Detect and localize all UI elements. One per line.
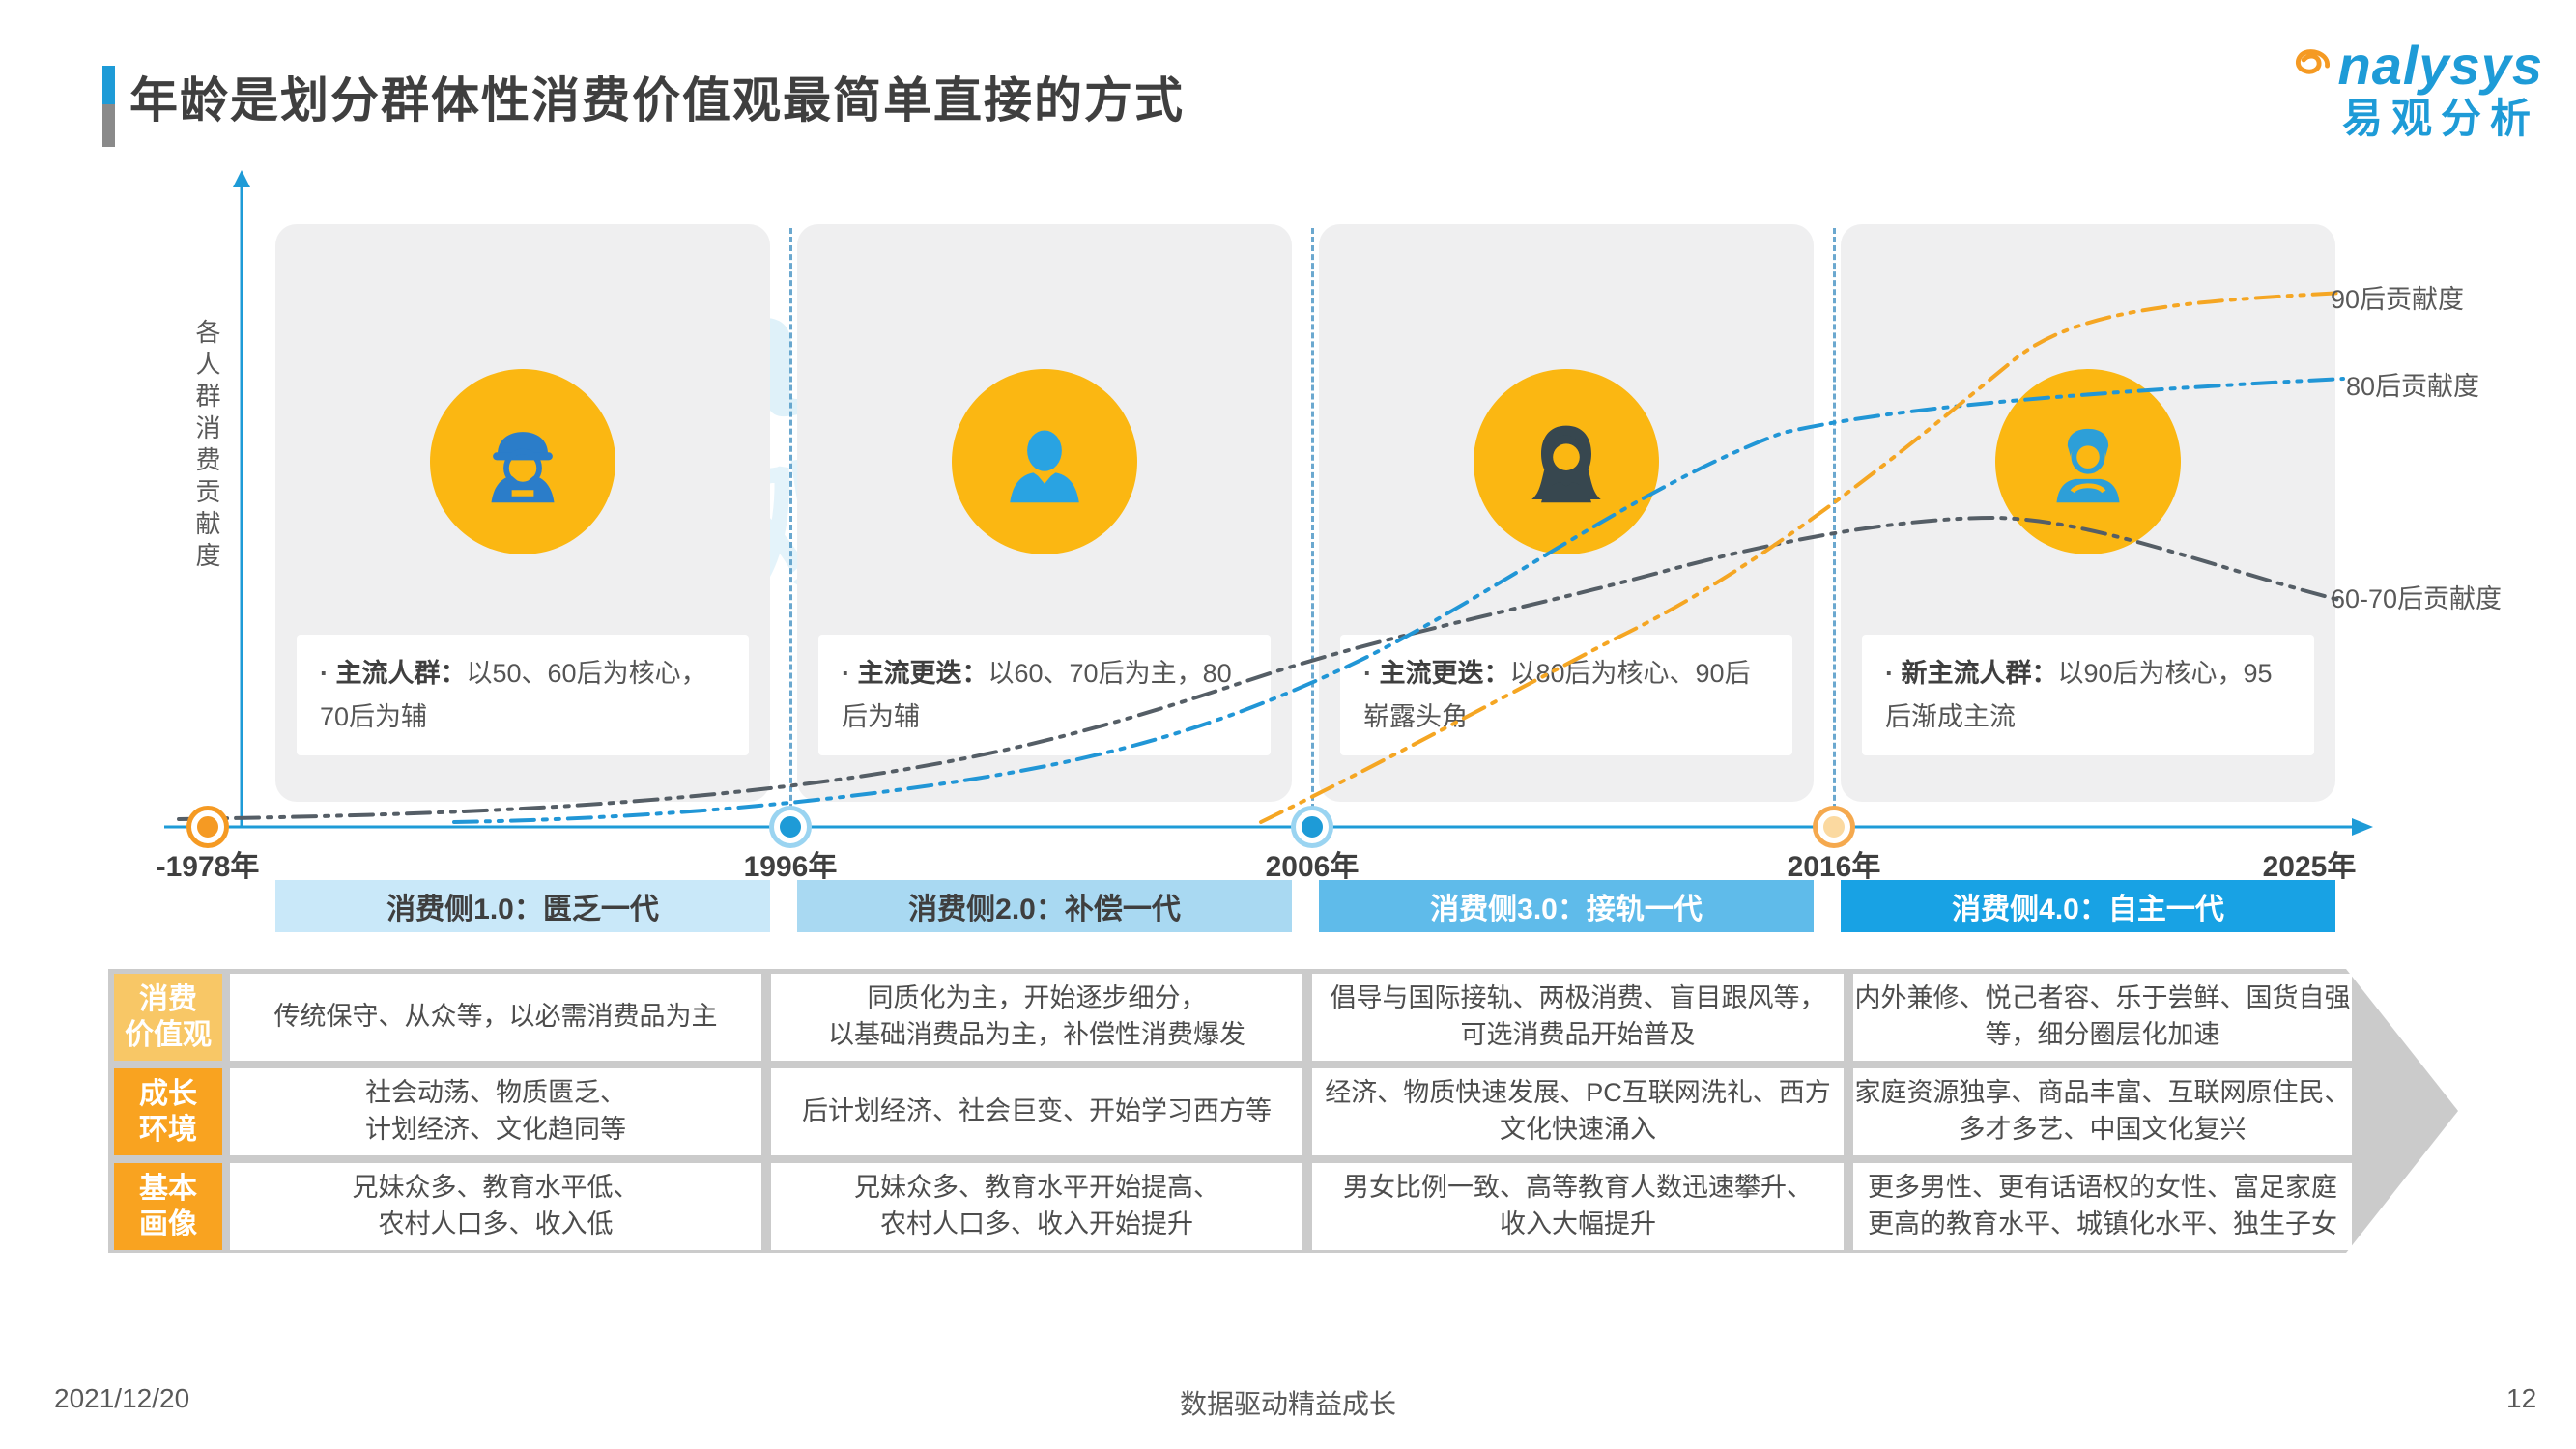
- timeline-dot-1996: [774, 810, 807, 843]
- table-cell-r2c4: 家庭资源独享、商品丰富、互联网原住民、 多才多艺、中国文化复兴: [1853, 1068, 2352, 1155]
- era-panel-3: 主流更迭：以80后为核心、90后崭露头角: [1319, 224, 1814, 802]
- table-cell-r3c2: 兄妹众多、教育水平开始提高、 农村人口多、收入开始提升: [771, 1163, 1302, 1250]
- business-person-icon: [1010, 430, 1079, 503]
- era-card-3-label: 主流更迭：: [1363, 659, 1510, 688]
- year-label-1978: -1978年: [156, 851, 260, 883]
- table-cell-r1c2: 同质化为主，开始逐步细分， 以基础消费品为主，补偿性消费爆发: [771, 974, 1302, 1061]
- band-consumption-4: 消费侧4.0：自主一代: [1841, 880, 2335, 932]
- x-axis-arrowhead: [2352, 818, 2373, 836]
- footer-date: 2021/12/20: [54, 1383, 190, 1413]
- band-consumption-1: 消费侧1.0：匮乏一代: [275, 880, 770, 932]
- era-card-1-label: 主流人群：: [320, 659, 467, 688]
- table-cell-r3c1: 兄妹众多、教育水平低、 农村人口多、收入低: [230, 1163, 761, 1250]
- avatar-circle-3: [1474, 369, 1659, 554]
- era-panel-1: 主流人群：以50、60后为核心，70后为辅: [275, 224, 770, 802]
- avatar-circle-2: [952, 369, 1137, 554]
- row-header-profile: 基本 画像: [114, 1163, 222, 1250]
- band-consumption-2: 消费侧2.0：补偿一代: [797, 880, 1292, 932]
- logo-brand-text: nalysys: [2337, 35, 2543, 96]
- table-cell-r2c1: 社会动荡、物质匮乏、 计划经济、文化趋同等: [230, 1068, 761, 1155]
- construction-worker-icon: [491, 432, 555, 503]
- era-card-3: 主流更迭：以80后为核心、90后崭露头角: [1340, 635, 1792, 756]
- table-cell-r2c3: 经济、物质快速发展、PC互联网洗礼、西方 文化快速涌入: [1312, 1068, 1844, 1155]
- table-cell-r1c4: 内外兼修、悦己者容、乐于尝鲜、国货自强 等，细分圈层化加速: [1853, 974, 2352, 1061]
- era-card-4-label: 新主流人群：: [1885, 659, 2058, 688]
- timeline-dot-2016: [1818, 810, 1850, 843]
- table-cell-r3c3: 男女比例一致、高等教育人数迅速攀升、 收入大幅提升: [1312, 1163, 1844, 1250]
- table-cell-r1c3: 倡导与国际接轨、两极消费、盲目跟风等， 可选消费品开始普及: [1312, 974, 1844, 1061]
- row-header-values: 消费 价值观: [114, 974, 222, 1061]
- era-card-4: 新主流人群：以90后为核心，95后渐成主流: [1862, 635, 2314, 756]
- logo-swirl-a-icon: [2295, 49, 2330, 74]
- timeline-dot-2006: [1296, 810, 1329, 843]
- year-label-2025: 2025年: [2262, 851, 2357, 883]
- era-card-1: 主流人群：以50、60后为核心，70后为辅: [297, 635, 749, 756]
- panel-separator-3: [1833, 228, 1836, 827]
- era-panel-4: 新主流人群：以90后为核心，95后渐成主流: [1841, 224, 2335, 802]
- footer-slogan: 数据驱动精益成长: [1179, 1389, 1397, 1419]
- young-man-icon: [2056, 428, 2120, 503]
- avatar-circle-1: [430, 369, 615, 554]
- analysys-logo: nalysys 易观分析: [2292, 33, 2543, 139]
- y-axis-arrowhead: [233, 170, 250, 187]
- table-cell-r2c2: 后计划经济、社会巨变、开始学习西方等: [771, 1068, 1302, 1155]
- era-card-2-label: 主流更迭：: [842, 659, 988, 688]
- title-accent-bar-gray: [102, 104, 115, 147]
- band-consumption-3: 消费侧3.0：接轨一代: [1319, 880, 1814, 932]
- page-title: 年龄是划分群体性消费价值观最简单直接的方式: [129, 73, 1185, 128]
- curve-label-gen6070: 60-70后贡献度: [2331, 584, 2503, 613]
- y-axis-label: 各人群消费贡献度: [192, 319, 221, 574]
- year-label-2016: 2016年: [1787, 851, 1881, 883]
- avatar-circle-4: [1995, 369, 2181, 554]
- panel-separator-1: [789, 228, 792, 827]
- curve-label-gen80: 80后贡献度: [2346, 372, 2480, 401]
- table-cell-r3c4: 更多男性、更有话语权的女性、富足家庭 更高的教育水平、城镇化水平、独生子女: [1853, 1163, 2352, 1250]
- panel-separator-2: [1311, 228, 1314, 827]
- year-label-1996: 1996年: [743, 851, 838, 883]
- era-panel-2: 主流更迭：以60、70后为主，80后为辅: [797, 224, 1292, 802]
- timeline-dot-1978: [191, 810, 224, 843]
- curve-label-gen90: 90后贡献度: [2331, 285, 2465, 314]
- year-label-2006: 2006年: [1265, 851, 1360, 883]
- era-card-2: 主流更迭：以60、70后为主，80后为辅: [818, 635, 1271, 756]
- footer-page-number: 12: [2506, 1383, 2537, 1413]
- title-accent-bar-blue: [102, 66, 115, 104]
- row-header-environment: 成长 环境: [114, 1068, 222, 1155]
- logo-brand-cn: 易观分析: [2342, 96, 2540, 141]
- table-cell-r1c1: 传统保守、从众等，以必需消费品为主: [230, 974, 761, 1061]
- woman-icon: [1531, 425, 1601, 503]
